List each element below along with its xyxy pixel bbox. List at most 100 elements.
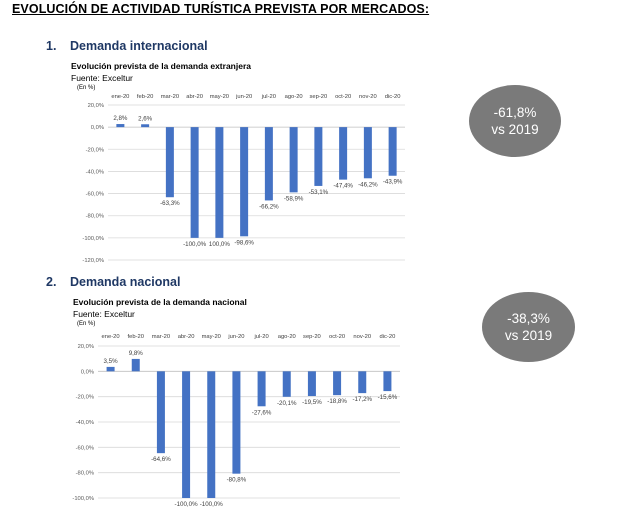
bar: [383, 371, 392, 392]
section-number: 2.: [46, 275, 57, 289]
y-tick-label: 20,0%: [78, 344, 94, 350]
x-category-label: nov-20: [359, 94, 377, 100]
bar-value-label: -63,3%: [160, 200, 180, 207]
x-category-label: feb-20: [137, 94, 153, 100]
x-category-label: dic-20: [380, 334, 396, 340]
bar: [116, 124, 125, 128]
y-tick-label: -40,0%: [76, 420, 94, 426]
chart-title: Evolución prevista de la demanda extranj…: [71, 61, 251, 71]
bar-value-label: 9,8%: [129, 350, 144, 357]
bubble-value: -61,8%: [493, 105, 537, 120]
y-tick-label: 0,0%: [81, 369, 94, 375]
x-category-label: abr-20: [178, 334, 195, 340]
bar-value-label: -17,2%: [352, 396, 372, 403]
bar: [257, 371, 266, 407]
x-category-label: ago-20: [285, 94, 303, 100]
bar: [240, 127, 249, 237]
bar-value-label: -18,8%: [327, 398, 347, 405]
bar-value-label: -66,2%: [259, 203, 279, 210]
bar-value-label: -47,4%: [333, 183, 353, 190]
bar: [207, 371, 216, 498]
x-category-label: dic-20: [385, 94, 401, 100]
y-tick-label: 0,0%: [91, 125, 104, 131]
y-tick-label: -20,0%: [76, 395, 94, 401]
bubble-comparison: vs 2019: [491, 122, 539, 137]
bar: [339, 127, 348, 180]
summary-bubble-national: -38,3% vs 2019: [482, 292, 575, 362]
bar: [190, 127, 199, 238]
y-tick-label: -40,0%: [86, 169, 104, 175]
x-category-label: sep-20: [310, 94, 328, 100]
x-category-label: may-20: [202, 334, 221, 340]
bar: [182, 371, 191, 498]
x-category-label: ene-20: [102, 334, 120, 340]
bar-value-label: 2,6%: [138, 115, 153, 122]
y-tick-label: -80,0%: [86, 214, 104, 220]
bar-value-label: -43,9%: [383, 179, 403, 186]
chart-unit: (En %): [77, 85, 96, 91]
y-tick-label: -120,0%: [82, 258, 104, 264]
bar: [264, 127, 273, 201]
x-category-label: jun-20: [227, 334, 244, 340]
x-category-label: oct-20: [329, 334, 345, 340]
y-tick-label: -100,0%: [72, 496, 94, 502]
bar: [363, 127, 372, 179]
chart-unit: (En %): [77, 321, 96, 327]
x-category-label: ene-20: [111, 94, 129, 100]
bar: [165, 127, 174, 198]
bar-value-label: -100,0%: [183, 241, 207, 248]
bar-value-label: -80,8%: [227, 477, 247, 484]
bar-value-label: 2,8%: [113, 115, 128, 122]
x-category-label: abr-20: [186, 94, 203, 100]
y-tick-label: -60,0%: [86, 192, 104, 198]
bar: [282, 371, 291, 397]
bubble-value: -38,3%: [507, 311, 550, 326]
x-category-label: mar-20: [152, 334, 170, 340]
bar-value-label: -64,6%: [151, 456, 171, 463]
bar: [314, 127, 323, 186]
section-title-international: 1. Demanda internacional: [46, 39, 208, 53]
y-tick-label: -80,0%: [76, 471, 94, 477]
bar-value-label: 3,5%: [104, 358, 119, 365]
bar: [156, 371, 165, 454]
x-category-label: ago-20: [278, 334, 296, 340]
section-label: Demanda nacional: [70, 275, 181, 289]
chart-source: Fuente: Exceltur: [73, 309, 135, 319]
x-category-label: oct-20: [335, 94, 351, 100]
bubble-comparison: vs 2019: [504, 328, 553, 343]
chart-source: Fuente: Exceltur: [71, 73, 133, 83]
bar-value-label: -27,6%: [252, 409, 272, 416]
bar-value-label: 100,0%: [209, 241, 230, 248]
x-category-label: jul-20: [261, 94, 276, 100]
x-category-label: feb-20: [128, 334, 144, 340]
section-label: Demanda internacional: [70, 39, 208, 53]
bar: [131, 358, 140, 372]
bar: [289, 127, 298, 193]
section-number: 1.: [46, 39, 57, 53]
y-tick-label: -60,0%: [76, 445, 94, 451]
x-category-label: jul-20: [253, 334, 268, 340]
x-category-label: may-20: [210, 94, 229, 100]
bar: [232, 371, 241, 474]
chart-title: Evolución prevista de la demanda naciona…: [73, 297, 247, 307]
bar-value-label: -19,5%: [302, 399, 322, 406]
bar: [388, 127, 397, 176]
x-category-label: jun-20: [235, 94, 252, 100]
y-tick-label: -20,0%: [86, 147, 104, 153]
bar: [333, 371, 342, 396]
summary-bubble-international: -61,8% vs 2019: [469, 85, 561, 157]
bar: [106, 366, 115, 372]
page-title: EVOLUCIÓN DE ACTIVIDAD TURÍSTICA PREVIST…: [12, 2, 430, 16]
bar-value-label: -53,1%: [309, 189, 329, 196]
bar-value-label: -46,2%: [358, 181, 378, 188]
x-category-label: sep-20: [303, 334, 321, 340]
bar-value-label: -98,6%: [234, 239, 254, 246]
bar: [307, 371, 316, 397]
bar-value-label: -100,0%: [175, 501, 199, 508]
bar-value-label: -20,1%: [277, 400, 297, 407]
bar-value-label: -58,9%: [284, 195, 304, 202]
section-title-national: 2. Demanda nacional: [46, 275, 180, 289]
y-tick-label: 20,0%: [88, 103, 104, 109]
